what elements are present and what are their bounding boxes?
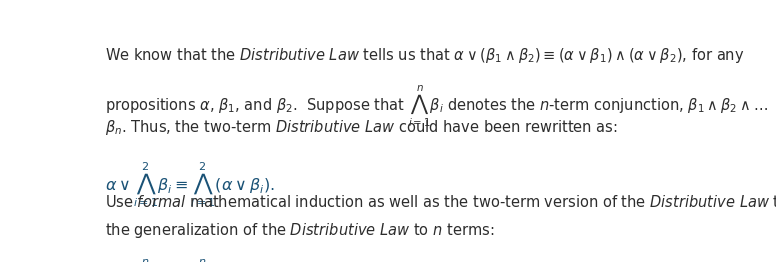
Text: $\beta_n$. Thus, the two-term $\it{Distributive\ Law}$ could have been rewritten: $\beta_n$. Thus, the two-term $\it{Distr… (105, 118, 618, 137)
Text: propositions $\alpha$, $\beta_1$, and $\beta_2$.  Suppose that $\bigwedge_{i=1}^: propositions $\alpha$, $\beta_1$, and $\… (105, 84, 776, 129)
Text: Use $\it{formal}$ mathematical induction as well as the two-term version of the : Use $\it{formal}$ mathematical induction… (105, 193, 776, 212)
Text: $\alpha \vee \bigwedge_{i=1}^{n} \beta_i \equiv \bigwedge_{i=1}^{n} (\alpha \vee: $\alpha \vee \bigwedge_{i=1}^{n} \beta_i… (105, 257, 446, 262)
Text: $\alpha \vee \bigwedge_{i=1}^{2} \beta_i \equiv \bigwedge_{i=1}^{2} (\alpha \vee: $\alpha \vee \bigwedge_{i=1}^{2} \beta_i… (105, 161, 275, 209)
Text: We know that the $\it{Distributive\ Law}$ tells us that $\alpha \vee (\beta_1 \w: We know that the $\it{Distributive\ Law}… (105, 46, 744, 64)
Text: the generalization of the $\it{Distributive\ Law}$ to $n$ terms:: the generalization of the $\it{Distribut… (105, 221, 494, 240)
